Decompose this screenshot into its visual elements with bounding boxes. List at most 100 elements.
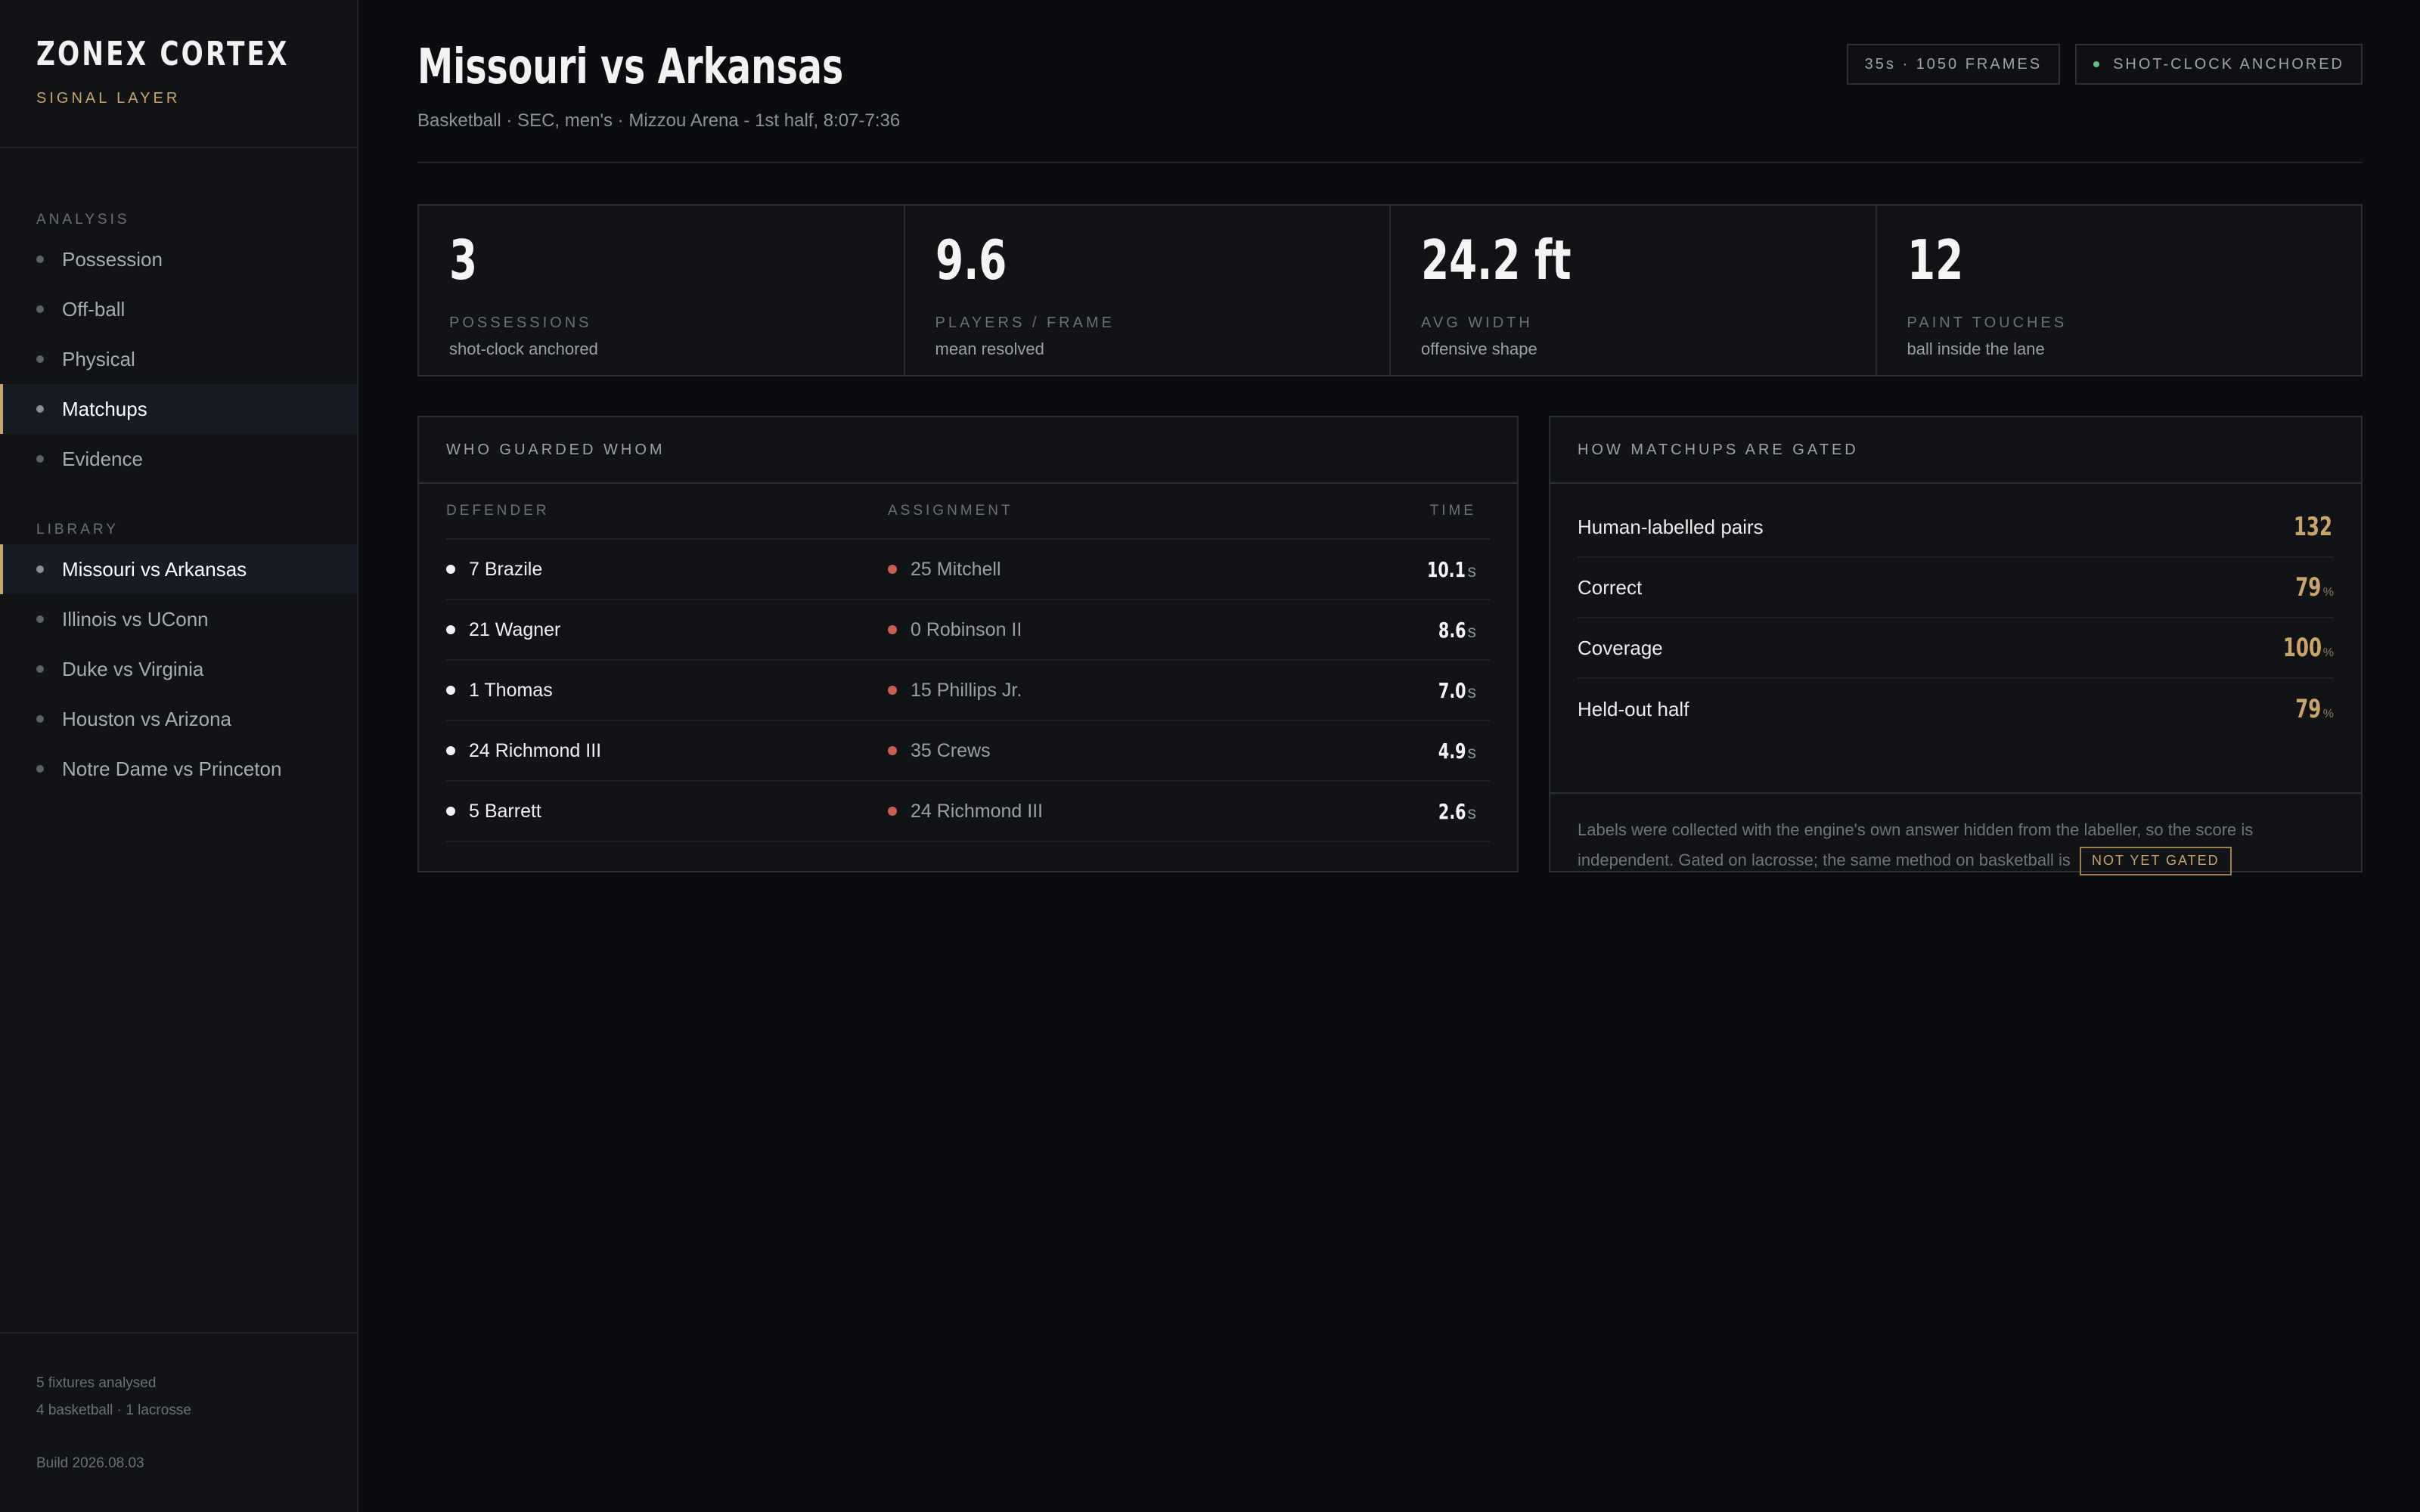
defender-dot-icon — [446, 565, 455, 574]
metric-value: 79 — [2295, 694, 2322, 724]
brand-subtitle: SIGNAL LAYER — [36, 90, 181, 107]
nav-item-matchups[interactable]: Matchups — [0, 384, 357, 434]
stat-label: AVG WIDTH — [1421, 314, 1533, 331]
metric-row: Coverage 100% — [1578, 618, 2334, 679]
metric-row: Correct 79% — [1578, 558, 2334, 618]
metric-label: Held-out half — [1578, 697, 1689, 720]
assignment-name: 0 Robinson II — [911, 618, 1022, 640]
bullet-icon — [36, 715, 44, 723]
sidebar-footer: 5 fixtures analysed 4 basketball · 1 lac… — [0, 1332, 357, 1477]
stat-note: offensive shape — [1421, 339, 1537, 358]
defender-dot-icon — [446, 746, 455, 755]
library-item-label: Houston vs Arizona — [62, 707, 232, 730]
time-unit: s — [1467, 621, 1477, 641]
library-item-duke-virginia[interactable]: Duke vs Virginia — [0, 644, 357, 694]
time-value: 2.6 — [1438, 798, 1466, 824]
time-value: 4.9 — [1438, 738, 1466, 764]
library-item-missouri-arkansas[interactable]: Missouri vs Arkansas — [0, 544, 357, 594]
stat-paint-touches: 12 PAINT TOUCHES ball inside the lane — [1877, 206, 2362, 375]
assignment-name: 25 Mitchell — [911, 558, 1001, 580]
library-item-houston-arizona[interactable]: Houston vs Arizona — [0, 694, 357, 744]
not-yet-gated-badge: NOT YET GATED — [2079, 847, 2232, 876]
gating-panel: HOW MATCHUPS ARE GATED Human-labelled pa… — [1549, 416, 2363, 876]
fixtures-breakdown: 4 basketball · 1 lacrosse — [36, 1402, 191, 1418]
table-row[interactable]: 7 Brazile 25 Mitchell 10.1 s — [446, 540, 1490, 600]
nav-item-label: Evidence — [62, 447, 143, 470]
stat-value: 24.2 ft — [1421, 228, 1571, 292]
library-item-label: Notre Dame vs Princeton — [62, 757, 282, 780]
metric-label: Coverage — [1578, 636, 1663, 659]
build-version: Build 2026.08.03 — [36, 1455, 144, 1471]
anchor-badge-label: SHOT-CLOCK ANCHORED — [2113, 55, 2344, 73]
metric-unit: % — [2322, 586, 2334, 599]
nav-item-possession[interactable]: Possession — [0, 234, 357, 284]
assignment-dot-icon — [888, 686, 897, 695]
table-row[interactable]: 24 Richmond III 35 Crews 4.9 s — [446, 721, 1490, 782]
defender-name: 21 Wagner — [469, 618, 561, 640]
metric-unit: % — [2322, 646, 2334, 659]
library-item-notre-dame-princeton[interactable]: Notre Dame vs Princeton — [0, 744, 357, 794]
stat-value: 9.6 — [935, 228, 1007, 292]
metric-unit: % — [2322, 708, 2334, 720]
nav-item-evidence[interactable]: Evidence — [0, 434, 357, 484]
matchups-table: DEFENDER ASSIGNMENT TIME 7 Brazile 25 Mi… — [419, 484, 1517, 842]
panel-title: HOW MATCHUPS ARE GATED — [1550, 417, 2361, 484]
status-dot-icon — [2093, 61, 2100, 67]
assignment-dot-icon — [888, 565, 897, 574]
column-header-assignment: ASSIGNMENT — [888, 503, 1013, 519]
stat-label: PAINT TOUCHES — [1907, 314, 2068, 331]
stat-value: 12 — [1907, 228, 1963, 292]
time-value: 7.0 — [1438, 677, 1466, 703]
defender-dot-icon — [446, 625, 455, 634]
frames-badge: 35s · 1050 FRAMES — [1846, 44, 2061, 85]
bullet-icon — [36, 455, 44, 463]
nav-item-physical[interactable]: Physical — [0, 334, 357, 384]
assignment-name: 35 Crews — [911, 739, 991, 761]
gating-metrics: Human-labelled pairs 132 Correct 79% Cov… — [1550, 484, 2361, 794]
bullet-icon — [36, 305, 44, 313]
nav-section-analysis: ANALYSIS — [36, 212, 130, 228]
bullet-icon — [36, 565, 44, 573]
defender-dot-icon — [446, 686, 455, 695]
time-unit: s — [1467, 681, 1477, 702]
assignment-name: 24 Richmond III — [911, 800, 1044, 822]
table-row[interactable]: 1 Thomas 15 Phillips Jr. 7.0 s — [446, 661, 1490, 721]
metric-label: Correct — [1578, 575, 1643, 599]
defender-name: 5 Barrett — [469, 800, 541, 822]
page-title: Missouri vs Arkansas — [417, 39, 844, 95]
stat-possessions: 3 POSSESSIONS shot-clock anchored — [419, 206, 905, 375]
bullet-icon — [36, 765, 44, 773]
assignment-dot-icon — [888, 807, 897, 816]
column-header-defender: DEFENDER — [446, 503, 550, 519]
stat-note: shot-clock anchored — [449, 339, 598, 358]
time-unit: s — [1467, 560, 1477, 581]
stats-strip: 3 POSSESSIONS shot-clock anchored 9.6 PL… — [417, 204, 2363, 376]
bullet-icon — [36, 665, 44, 673]
header-badges: 35s · 1050 FRAMES SHOT-CLOCK ANCHORED — [1846, 44, 2363, 85]
metric-row: Held-out half 79% — [1578, 679, 2334, 739]
metric-value: 100 — [2282, 633, 2322, 663]
table-row[interactable]: 5 Barrett 24 Richmond III 2.6 s — [446, 782, 1490, 842]
stat-note: ball inside the lane — [1907, 339, 2045, 358]
page-subtitle: Basketball · SEC, men's · Mizzou Arena -… — [417, 110, 901, 131]
bullet-icon — [36, 405, 44, 413]
assignment-dot-icon — [888, 746, 897, 755]
table-row[interactable]: 21 Wagner 0 Robinson II 8.6 s — [446, 600, 1490, 661]
stat-label: PLAYERS / FRAME — [935, 314, 1115, 331]
stat-value: 3 — [449, 228, 478, 292]
nav-item-label: Possession — [62, 247, 163, 271]
header-divider — [417, 162, 2363, 163]
anchor-badge: SHOT-CLOCK ANCHORED — [2075, 44, 2363, 85]
bullet-icon — [36, 355, 44, 363]
column-header-time: TIME — [1429, 503, 1476, 519]
metric-row: Human-labelled pairs 132 — [1578, 497, 2334, 558]
library-item-label: Duke vs Virginia — [62, 657, 204, 680]
nav-section-library: LIBRARY — [36, 522, 119, 538]
metric-value: 132 — [2293, 512, 2332, 542]
matchups-panel: WHO GUARDED WHOM DEFENDER ASSIGNMENT TIM… — [417, 416, 1519, 872]
stat-note: mean resolved — [935, 339, 1044, 358]
metric-label: Human-labelled pairs — [1578, 515, 1764, 538]
library-item-illinois-uconn[interactable]: Illinois vs UConn — [0, 594, 357, 644]
nav-item-off-ball[interactable]: Off-ball — [0, 284, 357, 334]
brand: ZONEX CORTEX SIGNAL LAYER — [0, 0, 357, 148]
